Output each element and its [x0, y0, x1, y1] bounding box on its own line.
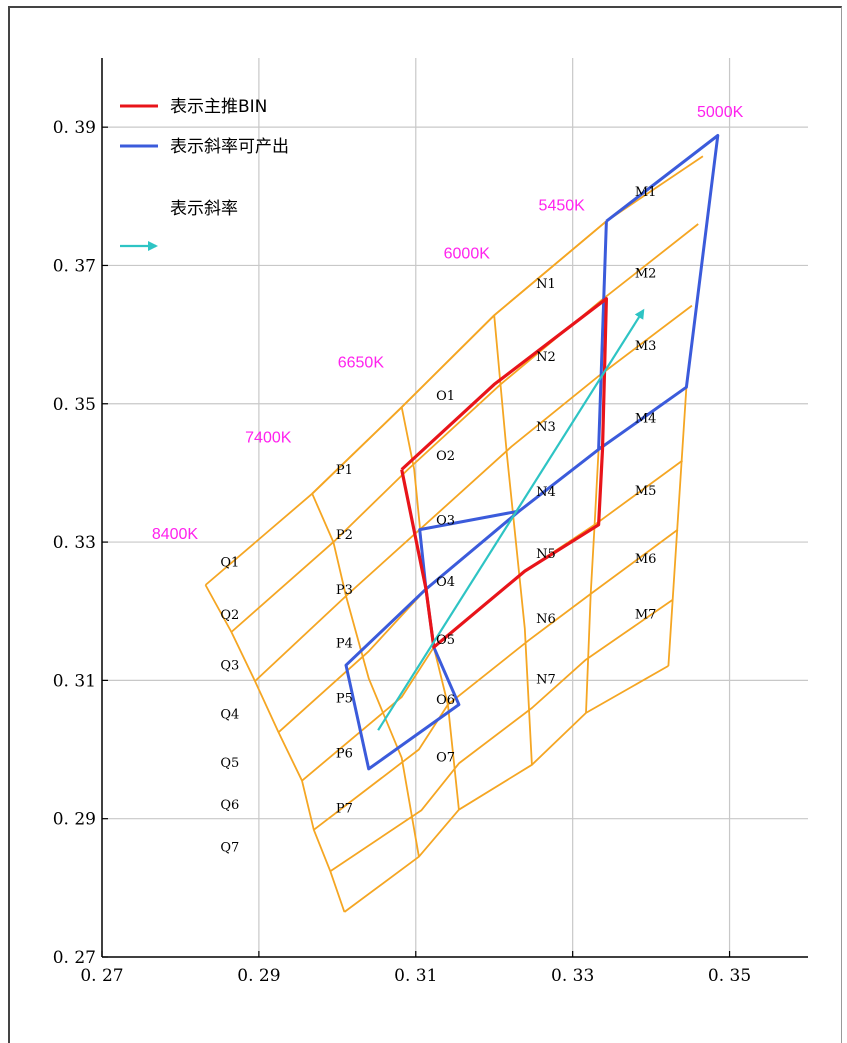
- chart-frame: [8, 6, 842, 1043]
- cct-line: [311, 493, 420, 857]
- bin-label-o6: O6: [436, 693, 455, 708]
- slope-arrow: [377, 308, 645, 731]
- cct-label-7400k: 7400K: [245, 429, 292, 446]
- y-tick-label: 0. 31: [53, 671, 96, 691]
- cct-label-6000k: 6000K: [444, 245, 491, 262]
- bin-label-p3: P3: [336, 583, 353, 598]
- cct-label-8400k: 8400K: [152, 526, 199, 543]
- bin-label-o4: O4: [436, 575, 455, 590]
- bin-row-line: [254, 304, 693, 682]
- cct-line: [204, 584, 346, 913]
- cct-label-6650k: 6650K: [338, 355, 385, 372]
- bin-label-n3: N3: [536, 420, 556, 435]
- x-tick-label: 0. 29: [237, 966, 280, 986]
- legend-label: 表示主推BIN: [170, 97, 267, 117]
- y-tick-label: 0. 37: [53, 256, 96, 276]
- bin-label-m3: M3: [635, 339, 657, 354]
- y-tick-label: 0. 35: [53, 395, 96, 415]
- y-tick-label: 0. 27: [53, 948, 96, 968]
- main-bin-outline: [400, 297, 609, 649]
- bin-label-o5: O5: [436, 633, 455, 648]
- bin-label-o1: O1: [436, 389, 455, 404]
- bin-label-p1: P1: [336, 463, 353, 478]
- bin-row-line: [313, 528, 679, 831]
- bin-label-q3: Q3: [220, 658, 239, 673]
- axes: 0. 27 0. 29 0. 31 0. 33 0. 35 0. 27 0. 29 0. 31…: [53, 58, 808, 986]
- overlays: [344, 134, 720, 771]
- bin-row-line: [329, 598, 674, 872]
- bin-row-line: [311, 155, 704, 495]
- bin-row-line: [301, 459, 684, 782]
- x-tick-label: 0. 35: [708, 966, 751, 986]
- y-tick-label: 0. 33: [53, 533, 96, 553]
- bin-label-n7: N7: [536, 672, 556, 687]
- bin-label-m7: M7: [635, 607, 657, 622]
- bin-label-q2: Q2: [220, 608, 239, 623]
- x-tick-label: 0. 31: [394, 966, 437, 986]
- bin-label-q1: Q1: [220, 555, 239, 570]
- gridlines: [102, 58, 808, 957]
- legend-label: 表示斜率: [170, 199, 238, 219]
- cct-label-5000k: 5000K: [697, 104, 744, 121]
- labels: M1 M2 M3 M4 M5 M6 M7 N1 N2 N3 N4 N5 N6 N7 O1 O2 O3 O4 O5 O6…: [152, 104, 744, 855]
- bin-label-n6: N6: [536, 612, 556, 627]
- bin-label-n5: N5: [536, 547, 556, 562]
- bin-label-q5: Q5: [220, 756, 239, 771]
- bin-label-m2: M2: [635, 266, 657, 281]
- cct-line: [667, 135, 719, 666]
- slope-output-region: [344, 134, 720, 771]
- x-tick-label: 0. 33: [551, 966, 594, 986]
- bin-label-o2: O2: [436, 449, 455, 464]
- bin-label-n4: N4: [536, 485, 556, 500]
- bin-label-n2: N2: [536, 350, 556, 365]
- bin-row-line: [230, 223, 699, 633]
- bin-label-m5: M5: [635, 484, 657, 499]
- y-tick-label: 0. 29: [53, 810, 96, 830]
- cct-label-5450k: 5450K: [539, 198, 586, 215]
- bin-label-p4: P4: [336, 636, 353, 651]
- cct-line: [493, 315, 533, 765]
- bin-label-p5: P5: [336, 692, 353, 707]
- bin-label-p7: P7: [336, 802, 353, 817]
- bin-label-q7: Q7: [220, 840, 239, 855]
- x-tick-label: 0. 27: [80, 966, 123, 986]
- bin-label-o3: O3: [436, 513, 455, 528]
- bin-label-o7: O7: [436, 750, 455, 765]
- bin-row-line: [343, 665, 669, 913]
- y-tick-label: 0. 39: [53, 118, 96, 138]
- bin-label-q4: Q4: [220, 708, 239, 723]
- bin-label-p6: P6: [336, 746, 353, 761]
- bin-label-m6: M6: [635, 552, 657, 567]
- bin-label-m4: M4: [635, 412, 657, 427]
- bin-label-n1: N1: [536, 277, 556, 292]
- legend-label: 表示斜率可产出: [170, 137, 289, 157]
- bin-label-q6: Q6: [220, 798, 239, 813]
- bin-label-p2: P2: [336, 528, 353, 543]
- bin-label-m1: M1: [635, 185, 657, 200]
